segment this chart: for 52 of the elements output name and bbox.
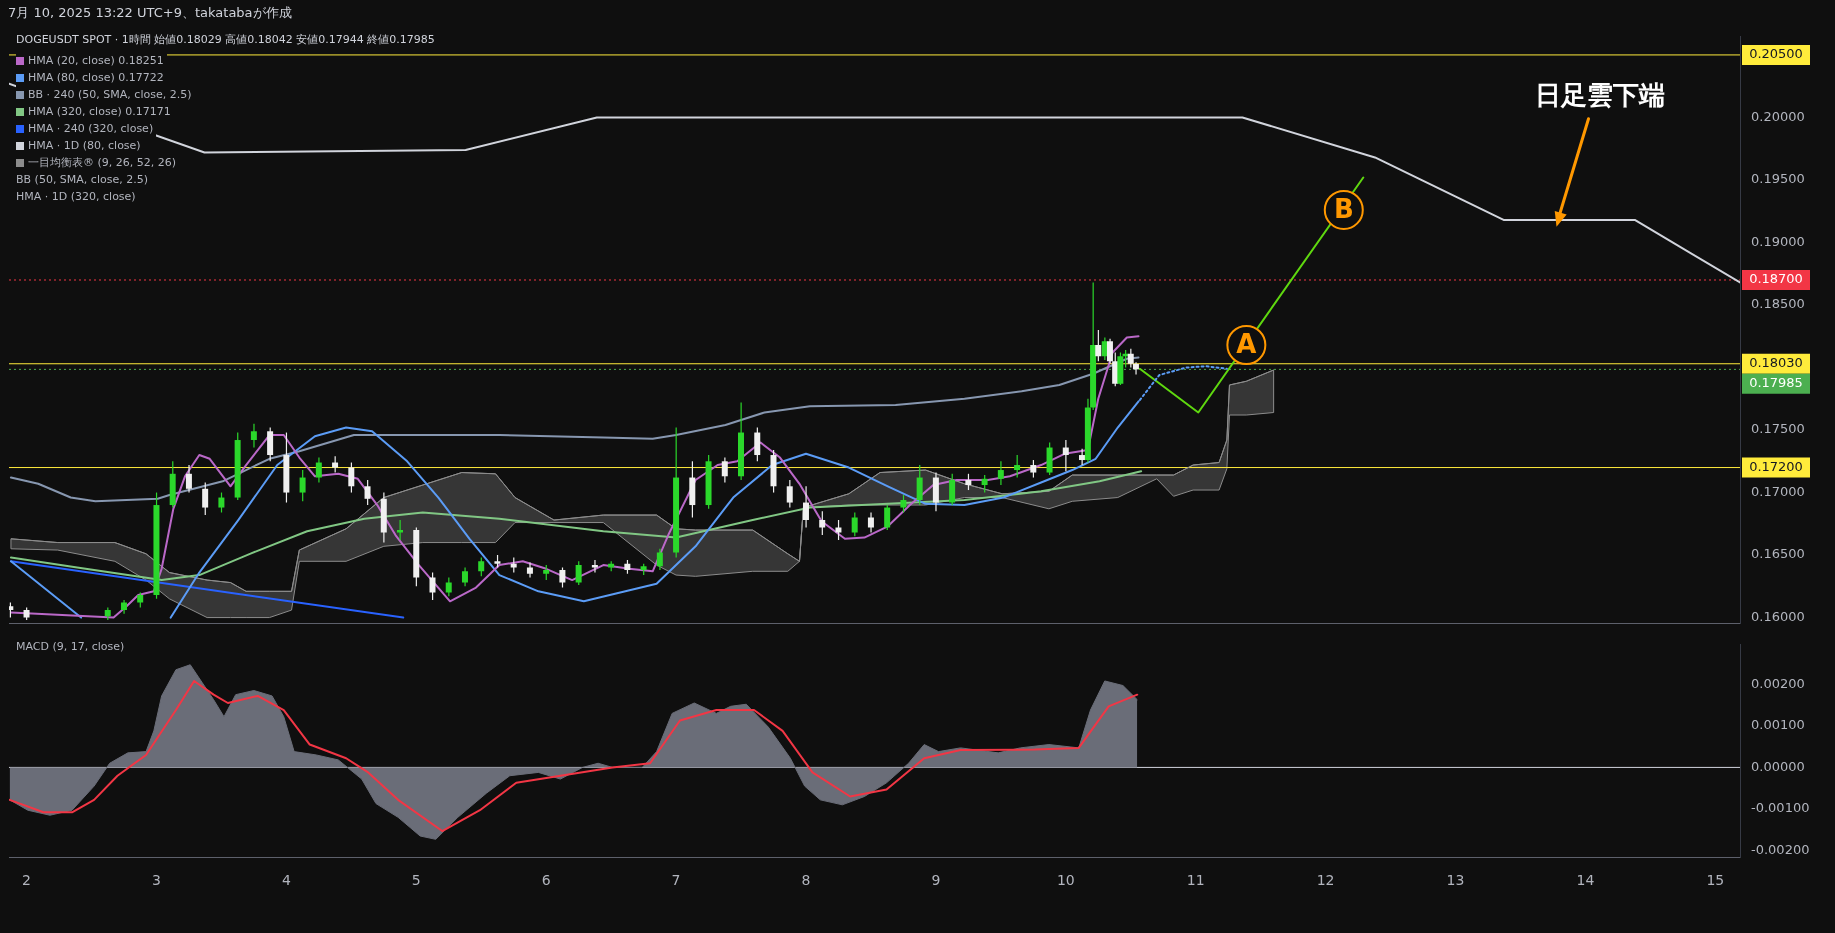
- legend-label: BB · 240 (50, SMA, close, 2.5): [28, 87, 192, 103]
- y-tick-label: 0.16500: [1751, 546, 1805, 562]
- y-tick-label: 0.00100: [1751, 717, 1805, 733]
- y-tick-label: 0.17000: [1751, 483, 1805, 499]
- chart-title: 7月 10, 2025 13:22 UTC+9、takatabaが作成: [8, 4, 292, 22]
- ref-line-label: 0.18700: [1749, 271, 1803, 287]
- ref-line-label: 0.17200: [1749, 458, 1803, 474]
- legend-label: HMA (320, close) 0.17171: [28, 104, 171, 120]
- x-tick-label: 3: [151, 872, 161, 889]
- annotation: HMA · 1D (320, close): [16, 188, 136, 205]
- x-tick-label: 8: [801, 872, 811, 889]
- x-tick-label: 14: [1576, 872, 1595, 889]
- x-tick-label: 11: [1186, 872, 1205, 889]
- annotation: 日足雲下端: [1534, 79, 1665, 110]
- candlestick: [591, 560, 598, 573]
- ref-line-label: 0.17985: [1749, 375, 1803, 391]
- chart-title: MACD (9, 17, close): [16, 640, 125, 653]
- x-tick-label: 7: [671, 872, 681, 889]
- x-tick-label: 6: [541, 872, 551, 889]
- y-tick-label: 0.16000: [1751, 608, 1805, 624]
- annotation: A: [1236, 328, 1257, 359]
- candlestick: [526, 562, 533, 578]
- y-tick-label: -0.00100: [1751, 800, 1810, 816]
- x-tick-label: 15: [1706, 872, 1725, 889]
- x-tick-label: 4: [281, 872, 291, 889]
- ref-line-label: 0.20500: [1749, 46, 1803, 62]
- y-tick-label: 0.19000: [1751, 233, 1805, 249]
- candlestick: [250, 423, 257, 448]
- y-tick-label: 0.17500: [1751, 421, 1805, 437]
- candlestick: [997, 461, 1004, 486]
- legend-label: HMA · 1D (80, close): [28, 138, 141, 154]
- x-tick-label: 2: [22, 872, 31, 889]
- y-tick-label: 0.18500: [1751, 296, 1805, 312]
- y-tick-label: -0.00200: [1751, 841, 1810, 857]
- y-tick-label: 0.20000: [1751, 108, 1805, 124]
- x-tick-label: 5: [411, 872, 421, 889]
- legend-label: 一目均衡表® (9, 26, 52, 26): [28, 155, 177, 171]
- annotation: B: [1333, 193, 1354, 224]
- x-tick-label: 10: [1056, 872, 1075, 889]
- legend-label: HMA (80, close) 0.17722: [28, 70, 164, 86]
- x-tick-label: 12: [1316, 872, 1335, 889]
- legend-label: HMA (20, close) 0.18251: [28, 53, 164, 69]
- chart-subtitle: DOGEUSDT SPOT · 1時間 始値0.18029 高値0.18042 安値0.17944 終値0.17985: [16, 32, 435, 47]
- y-tick-label: 0.00200: [1751, 675, 1805, 691]
- legend-label: HMA · 240 (320, close): [28, 121, 154, 137]
- ref-line-label: 0.18030: [1749, 355, 1803, 371]
- y-tick-label: 0.00000: [1751, 758, 1805, 774]
- candlestick: [802, 486, 809, 528]
- x-tick-label: 13: [1446, 872, 1465, 889]
- annotation: BB (50, SMA, close, 2.5): [16, 171, 148, 188]
- x-tick-label: 9: [931, 872, 941, 889]
- y-tick-label: 0.19500: [1751, 171, 1805, 187]
